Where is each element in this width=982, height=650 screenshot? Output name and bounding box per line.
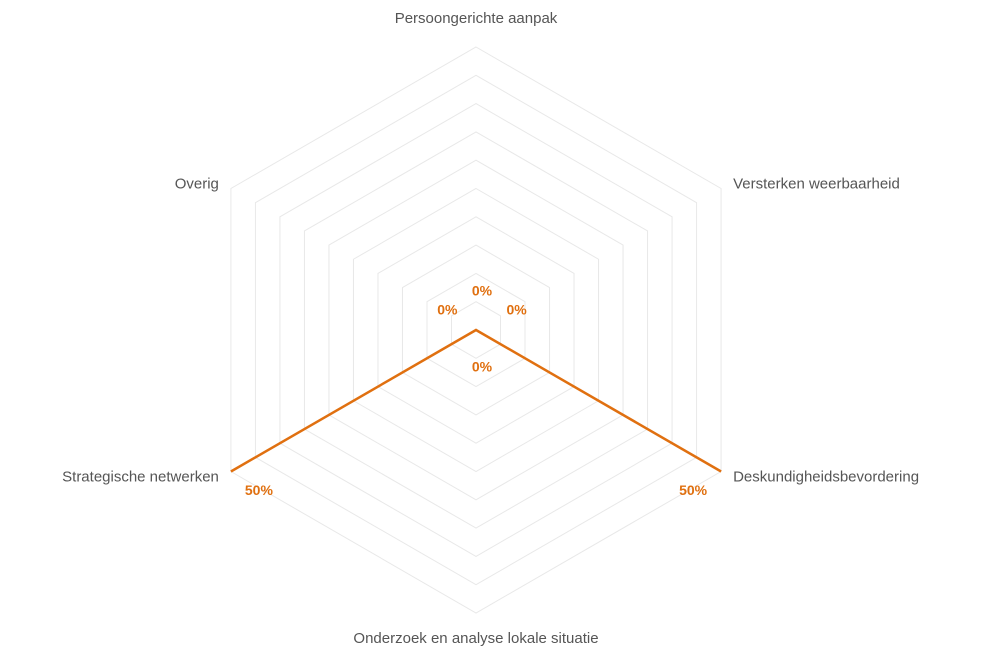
value-label: 0% [472,359,493,375]
value-label: 0% [507,302,528,318]
grid-ring [401,244,551,416]
category-label: Strategische netwerken [62,468,219,485]
category-label: Persoongerichte aanpak [395,10,558,27]
grid-ring [377,216,575,444]
grid-ring [279,103,673,557]
grid-ring [450,301,502,359]
category-label: Overig [175,175,219,192]
value-label: 0% [472,283,493,299]
grid-ring [230,46,722,614]
value-label: 50% [245,482,274,498]
grid-ring [426,272,526,388]
category-label: Versterken weerbaarheid [733,175,900,192]
category-label: Deskundigheidsbevordering [733,468,919,485]
series-line [230,328,722,473]
grid-ring [328,159,624,501]
value-label: 50% [679,482,708,498]
grid-ring [352,187,600,473]
grid-ring [303,131,649,529]
value-label: 0% [437,302,458,318]
category-label: Onderzoek en analyse lokale situatie [353,630,598,647]
grid-ring [254,74,698,586]
